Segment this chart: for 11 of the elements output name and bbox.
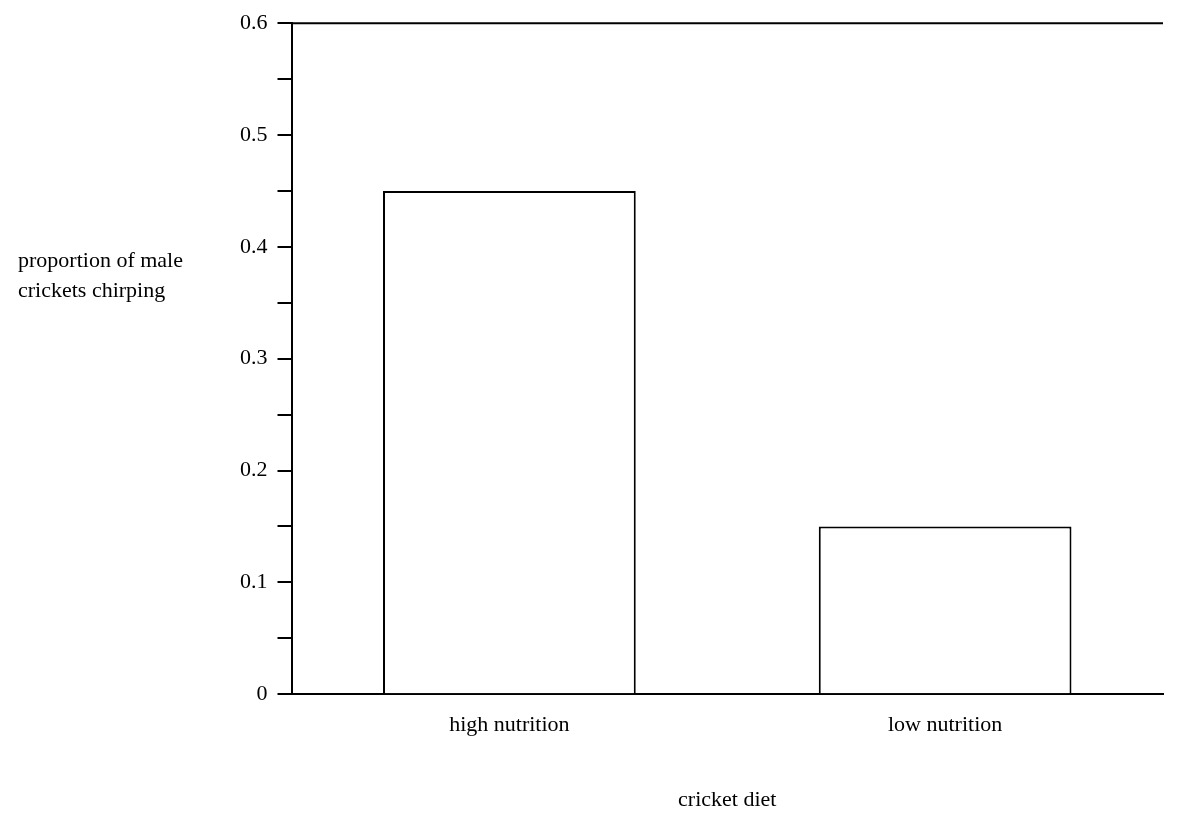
y-tick-label: 0.3 — [240, 344, 268, 370]
y-tick-label: 0.6 — [240, 8, 268, 34]
y-tick-label: 0 — [256, 679, 268, 705]
x-axis-title: cricket diet — [678, 785, 777, 811]
y-tick-label: 0.1 — [240, 568, 268, 594]
y-tick-label: 0.5 — [240, 120, 268, 146]
y-tick-label: 0.2 — [240, 456, 268, 482]
x-tick-label: low nutrition — [887, 711, 1003, 737]
y-axis-title: proportion of male crickets chirping — [18, 246, 184, 304]
x-tick-label: high nutrition — [449, 711, 570, 737]
y-tick-label: 0.4 — [240, 232, 268, 258]
